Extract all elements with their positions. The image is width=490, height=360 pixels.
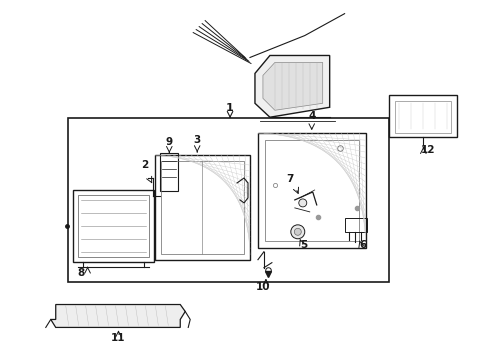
Bar [395, 101, 451, 133]
Bar [155, 155, 250, 260]
Polygon shape [263, 62, 323, 110]
Text: 6: 6 [359, 240, 366, 250]
Bar [68, 118, 390, 282]
Text: 7: 7 [286, 174, 294, 184]
Text: 10: 10 [256, 282, 270, 292]
Text: 4: 4 [308, 111, 316, 121]
Bar [160, 153, 178, 191]
Text: 12: 12 [421, 145, 436, 155]
Text: 9: 9 [166, 137, 173, 147]
Circle shape [294, 228, 301, 235]
Bar [265, 140, 359, 241]
Bar [258, 133, 366, 248]
Bar [77, 195, 149, 257]
Text: 8: 8 [77, 267, 84, 278]
Bar [73, 190, 154, 262]
Circle shape [299, 199, 307, 207]
Polygon shape [51, 305, 185, 328]
Bar [390, 95, 457, 137]
Text: 1: 1 [226, 103, 234, 113]
Text: 3: 3 [194, 135, 201, 145]
Bar [344, 218, 367, 232]
Bar [161, 161, 244, 254]
Text: 2: 2 [141, 160, 148, 170]
Polygon shape [255, 55, 330, 117]
Text: 11: 11 [111, 333, 126, 343]
Text: 5: 5 [300, 240, 307, 250]
Circle shape [291, 225, 305, 239]
